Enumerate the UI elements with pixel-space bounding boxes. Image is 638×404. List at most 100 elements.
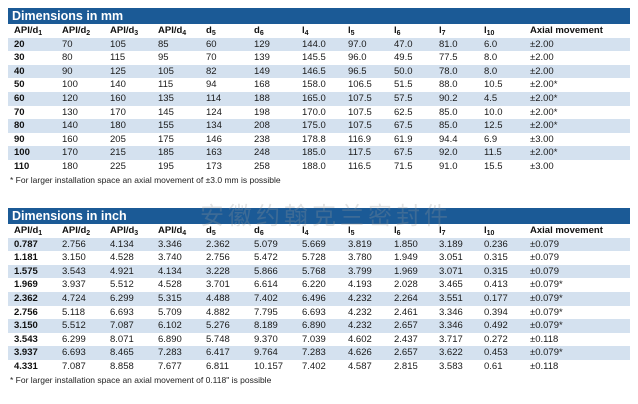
mm-header-cell: l4 bbox=[296, 24, 342, 38]
value-cell: 178.8 bbox=[296, 132, 342, 147]
value-cell: 5.472 bbox=[248, 251, 296, 265]
value-cell: 67.5 bbox=[388, 119, 433, 133]
table-row: 1.969 3.937 5.512 4.528 3.701 6.614 6.220 4.193… bbox=[8, 278, 630, 292]
value-cell: 82 bbox=[200, 64, 248, 79]
header-subscript: 7 bbox=[441, 30, 446, 37]
inch-table-body: 0.787 2.756 4.134 3.346 2.362 5.079 5.669 3.819… bbox=[8, 237, 630, 374]
header-subscript: 1 bbox=[38, 30, 43, 37]
value-cell: 3.583 bbox=[433, 359, 478, 374]
value-cell: 107.5 bbox=[342, 91, 388, 106]
value-cell: 94.4 bbox=[433, 132, 478, 147]
header-label: API/d bbox=[14, 25, 39, 36]
table-row: 1.575 3.543 4.921 4.134 3.228 5.866 5.768 3.799… bbox=[8, 264, 630, 279]
table-row: 3.937 6.693 8.465 7.283 6.417 9.764 7.283 4.626… bbox=[8, 346, 630, 360]
value-cell: 175 bbox=[152, 132, 200, 147]
size-cell: 50 bbox=[8, 78, 56, 92]
value-cell: 6.9 bbox=[478, 132, 524, 147]
size-cell: 3.150 bbox=[8, 319, 56, 333]
value-cell: ±2.00* bbox=[524, 78, 630, 92]
value-cell: 3.346 bbox=[152, 237, 200, 252]
inch-table: API/d1 API/d2 API/d3 API/d4 d5 d6 l4 l5 l6 l7 l10 A… bbox=[8, 224, 630, 374]
value-cell: 139 bbox=[248, 51, 296, 65]
inch-footnote: * For larger installation space an axial… bbox=[10, 374, 272, 385]
value-cell: 70 bbox=[56, 37, 104, 52]
value-cell: 90 bbox=[56, 64, 104, 79]
value-cell: 129 bbox=[248, 37, 296, 52]
value-cell: 7.402 bbox=[248, 291, 296, 306]
value-cell: ±0.118 bbox=[524, 332, 630, 347]
value-cell: 2.264 bbox=[388, 291, 433, 306]
value-cell: ±2.00* bbox=[524, 91, 630, 106]
table-row: 60 120 160 135 114 188 165.0 107.5 57.5 90.2 4.5 ±2… bbox=[8, 91, 630, 106]
header-label: API/d bbox=[14, 225, 39, 236]
value-cell: 7.283 bbox=[152, 346, 200, 360]
value-cell: 165.0 bbox=[296, 91, 342, 106]
size-cell: 3.937 bbox=[8, 346, 56, 360]
mm-section: Dimensions in mm API/d1 API/d2 API/d3 API/d… bbox=[8, 8, 630, 186]
value-cell: 2.815 bbox=[388, 359, 433, 374]
value-cell: 125 bbox=[104, 64, 152, 79]
table-row: 30 80 115 95 70 139 145.5 96.0 49.5 77.5 8.0 ±2.00 bbox=[8, 51, 630, 65]
mm-header-cell: l7 bbox=[433, 24, 478, 38]
value-cell: 105 bbox=[104, 37, 152, 52]
value-cell: 135 bbox=[152, 91, 200, 106]
value-cell: ±0.079* bbox=[524, 346, 630, 360]
value-cell: 49.5 bbox=[388, 51, 433, 65]
value-cell: ±0.079* bbox=[524, 305, 630, 320]
value-cell: ±2.00 bbox=[524, 64, 630, 79]
size-cell: 3.543 bbox=[8, 332, 56, 347]
value-cell: 0.236 bbox=[478, 237, 524, 252]
value-cell: 3.346 bbox=[433, 305, 478, 320]
header-label: l bbox=[394, 25, 397, 36]
value-cell: 155 bbox=[152, 119, 200, 133]
value-cell: 5.669 bbox=[296, 237, 342, 252]
value-cell: ±3.00 bbox=[524, 159, 630, 174]
header-label: API/d bbox=[62, 25, 87, 36]
value-cell: 6.693 bbox=[104, 305, 152, 320]
value-cell: 5.079 bbox=[248, 237, 296, 252]
value-cell: 4.724 bbox=[56, 291, 104, 306]
value-cell: 3.346 bbox=[433, 319, 478, 333]
header-subscript: 6 bbox=[259, 30, 264, 37]
value-cell: 62.5 bbox=[388, 105, 433, 120]
value-cell: 70 bbox=[200, 51, 248, 65]
value-cell: 115 bbox=[152, 78, 200, 92]
value-cell: 106.5 bbox=[342, 78, 388, 92]
table-row: 100 170 215 185 163 248 185.0 117.5 67.5 92.0 11.5… bbox=[8, 146, 630, 160]
value-cell: 4.587 bbox=[342, 359, 388, 374]
value-cell: 4.488 bbox=[200, 291, 248, 306]
value-cell: 2.657 bbox=[388, 346, 433, 360]
value-cell: 258 bbox=[248, 159, 296, 174]
value-cell: 5.748 bbox=[200, 332, 248, 347]
value-cell: 6.693 bbox=[296, 305, 342, 320]
value-cell: 195 bbox=[152, 159, 200, 174]
value-cell: 130 bbox=[56, 105, 104, 120]
value-cell: 95 bbox=[152, 51, 200, 65]
header-subscript: 5 bbox=[350, 230, 355, 237]
value-cell: 4.232 bbox=[342, 319, 388, 333]
header-label: d bbox=[254, 225, 260, 236]
value-cell: ±3.00 bbox=[524, 132, 630, 147]
value-cell: ±2.00 bbox=[524, 51, 630, 65]
size-cell: 20 bbox=[8, 37, 56, 52]
value-cell: 3.189 bbox=[433, 237, 478, 252]
size-cell: 2.756 bbox=[8, 305, 56, 320]
size-cell: 70 bbox=[8, 105, 56, 120]
size-cell: 80 bbox=[8, 119, 56, 133]
value-cell: 6.299 bbox=[56, 332, 104, 347]
value-cell: 180 bbox=[56, 159, 104, 174]
inch-header-cell: l5 bbox=[342, 224, 388, 238]
value-cell: 117.5 bbox=[342, 146, 388, 160]
header-subscript: 6 bbox=[396, 230, 401, 237]
value-cell: 71.5 bbox=[388, 159, 433, 174]
value-cell: ±0.079* bbox=[524, 319, 630, 333]
value-cell: 3.740 bbox=[152, 251, 200, 265]
value-cell: ±2.00* bbox=[524, 146, 630, 160]
header-label: API/d bbox=[62, 225, 87, 236]
value-cell: 7.402 bbox=[296, 359, 342, 374]
value-cell: 8.858 bbox=[104, 359, 152, 374]
value-cell: 0.453 bbox=[478, 346, 524, 360]
value-cell: 6.417 bbox=[200, 346, 248, 360]
header-label: API/d bbox=[110, 225, 135, 236]
size-cell: 2.362 bbox=[8, 291, 56, 306]
